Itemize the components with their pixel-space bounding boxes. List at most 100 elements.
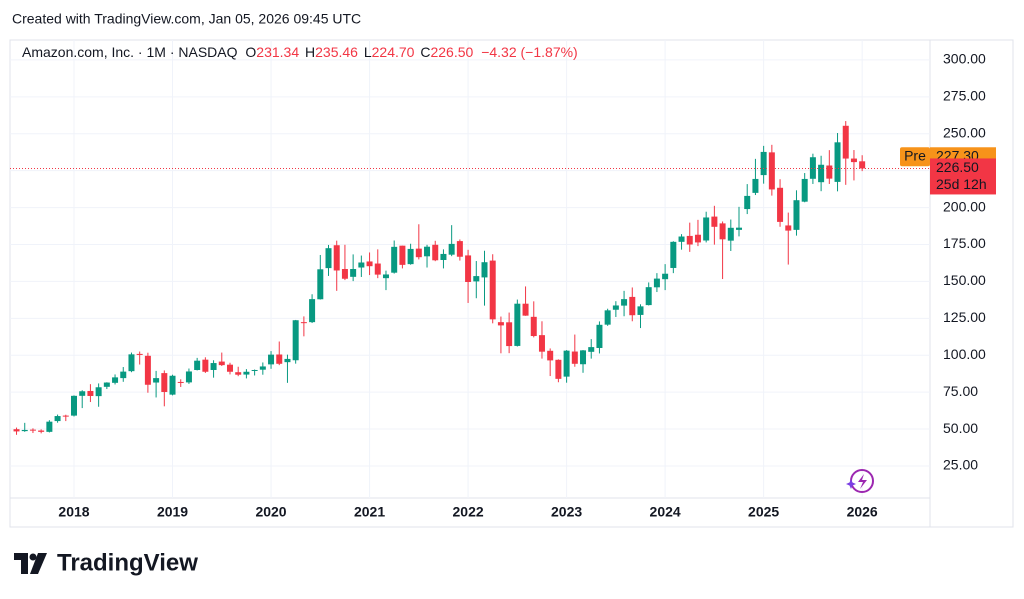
candle-body xyxy=(785,225,792,231)
candle-body xyxy=(251,369,258,371)
candle-body xyxy=(284,358,291,363)
candle-body xyxy=(38,430,45,432)
y-tick-label: 300.00 xyxy=(943,51,986,67)
candle-body xyxy=(268,354,275,365)
y-tick-label: 25.00 xyxy=(943,457,978,473)
candle-body xyxy=(391,246,398,273)
change: −4.32 (−1.87%) xyxy=(481,44,578,60)
high-value: 235.46 xyxy=(315,44,358,60)
candle-body xyxy=(555,359,562,379)
candle-body xyxy=(694,234,701,243)
candle-body xyxy=(29,429,36,431)
candle-body xyxy=(760,151,767,176)
candle-body xyxy=(465,255,472,282)
candle-body xyxy=(161,373,168,392)
candle-body xyxy=(95,387,102,397)
price-labels: 25.00 50.00 75.00 100.00 125.00 150.00 175.00 2… xyxy=(10,51,996,520)
candle-body xyxy=(678,236,685,242)
candle-body xyxy=(79,391,86,396)
candle-body xyxy=(489,260,496,320)
y-tick-label: 100.00 xyxy=(943,346,986,362)
candle-body xyxy=(136,353,143,355)
candle-body xyxy=(194,360,201,370)
candle-body xyxy=(719,223,726,240)
candle-body xyxy=(440,253,447,260)
candle-body xyxy=(415,248,422,258)
candle-body xyxy=(514,303,521,346)
y-tick-label: 150.00 xyxy=(943,272,986,288)
candle-body xyxy=(538,335,545,352)
candle-body xyxy=(596,324,603,348)
candle-body xyxy=(309,299,316,323)
candle-body xyxy=(563,350,570,377)
candle-body xyxy=(604,310,611,325)
candle-body xyxy=(859,161,866,169)
high-label: H xyxy=(305,44,315,60)
candle-body xyxy=(473,276,480,282)
candle-body xyxy=(481,262,488,278)
candle-body xyxy=(169,375,176,395)
candle-body xyxy=(235,372,242,375)
close-value: 226.50 xyxy=(430,44,473,60)
countdown: 25d 12h xyxy=(936,176,987,192)
candles xyxy=(13,121,866,435)
brand-name: TradingView xyxy=(57,549,198,576)
candle-body xyxy=(777,187,784,222)
candle-body xyxy=(366,261,373,267)
candle-body xyxy=(801,178,808,202)
symbol: Amazon.com, Inc. · 1M · NASDAQ xyxy=(22,44,238,60)
candle-body xyxy=(752,178,759,193)
candle-body xyxy=(202,359,209,372)
candle-body xyxy=(87,390,94,396)
candle-body xyxy=(522,303,529,316)
y-tick-label: 175.00 xyxy=(943,235,986,251)
candle-body xyxy=(793,200,800,230)
candle-body xyxy=(818,164,825,183)
candle-body xyxy=(62,415,69,417)
candle-body xyxy=(809,157,816,179)
x-tick-label: 2025 xyxy=(748,504,779,520)
x-tick-label: 2026 xyxy=(847,504,878,520)
candle-body xyxy=(456,241,463,257)
candle-body xyxy=(407,248,414,265)
candle-body xyxy=(727,227,734,241)
candle-body xyxy=(144,355,151,385)
candle-body xyxy=(670,241,677,268)
candle-body xyxy=(448,243,455,255)
candle-body xyxy=(547,350,554,361)
candle-body xyxy=(662,273,669,280)
candle-body xyxy=(588,347,595,352)
assistant-icon xyxy=(846,469,874,493)
candle-body xyxy=(653,278,660,288)
candle-body xyxy=(736,227,743,230)
candle-body xyxy=(621,299,628,306)
candle-body xyxy=(506,322,513,347)
candle-body xyxy=(13,429,20,432)
candle-body xyxy=(177,381,184,383)
candle-body xyxy=(711,216,718,227)
candle-body xyxy=(112,377,119,383)
candle-body xyxy=(382,274,389,279)
y-tick-label: 275.00 xyxy=(943,88,986,104)
candle-body xyxy=(850,158,857,163)
candle-body xyxy=(210,363,217,370)
candle-body xyxy=(374,263,381,275)
x-tick-label: 2021 xyxy=(354,504,385,520)
candle-body xyxy=(218,361,225,366)
brand-logo xyxy=(14,553,47,574)
low-value: 224.70 xyxy=(372,44,415,60)
candle-body xyxy=(276,354,283,364)
candle-body xyxy=(71,395,77,416)
candle-body xyxy=(826,165,833,179)
candle-body xyxy=(243,371,250,375)
candle-body xyxy=(424,246,431,257)
candle-body xyxy=(292,320,299,361)
candle-body xyxy=(629,296,636,316)
x-tick-label: 2024 xyxy=(650,504,681,520)
chart-frame xyxy=(9,39,1014,528)
candle-body xyxy=(612,305,619,310)
open-value: 231.34 xyxy=(256,44,299,60)
low-label: L xyxy=(364,44,372,60)
